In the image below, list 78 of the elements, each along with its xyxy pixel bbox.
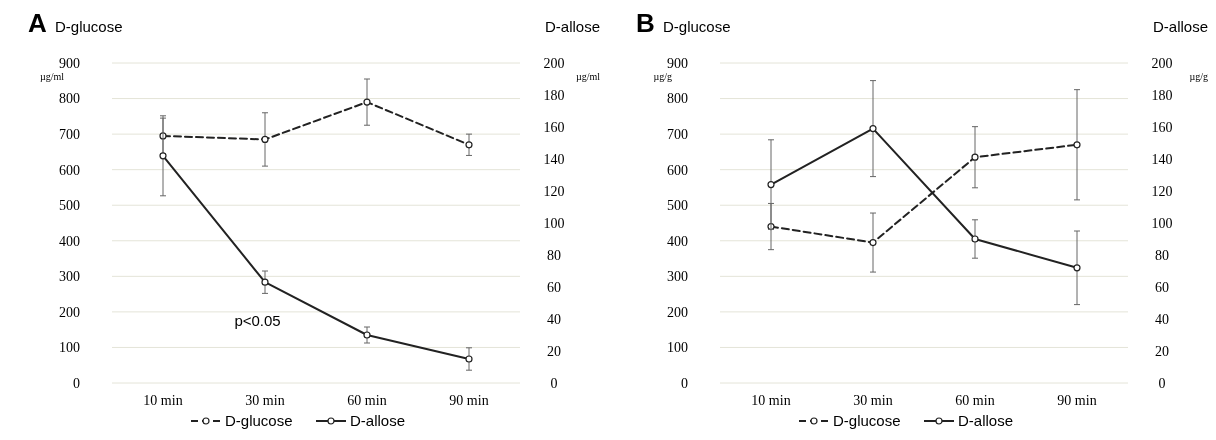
y2-tick-label: 80	[547, 247, 561, 263]
y-tick-label: 200	[667, 304, 688, 320]
y-tick-label: 0	[681, 375, 688, 391]
y2-tick-label: 180	[1151, 87, 1173, 103]
x-tick-label: 10 min	[751, 393, 791, 408]
point	[261, 135, 269, 144]
x-tick-label: 10 min	[143, 393, 183, 408]
point	[363, 98, 371, 106]
y2-tick-label: 40	[547, 311, 561, 327]
y2-tick-label: 140	[543, 151, 565, 167]
point	[1073, 264, 1081, 272]
text: µg/g	[1189, 71, 1208, 82]
y-tick-label: 100	[59, 340, 80, 356]
y-tick-label: 100	[667, 340, 688, 356]
y2-tick-label: 120	[543, 183, 565, 199]
chart-title: A	[28, 8, 47, 38]
y2-tick-label: 180	[543, 87, 565, 103]
y-tick-label: 700	[59, 127, 80, 143]
y-tick-label: 900	[667, 55, 688, 71]
legend-label: D-allose	[958, 412, 1014, 429]
y2-tick-label: 120	[1151, 183, 1173, 199]
point	[971, 153, 979, 161]
text: µg/ml	[575, 71, 601, 82]
x-tick-label: 60 min	[347, 393, 387, 408]
y-tick-label: 600	[59, 162, 80, 178]
point	[971, 235, 979, 243]
point	[363, 331, 371, 339]
y2-tick-label: 140	[1151, 151, 1173, 167]
y2-tick-label: 60	[547, 279, 561, 295]
text: µg/ml	[39, 71, 65, 82]
x-tick-label: 30 min	[853, 393, 893, 408]
y2-tick-label: 100	[543, 215, 565, 231]
y-tick-label: 300	[59, 269, 80, 285]
y2-axis-title: D-allose	[1152, 18, 1208, 35]
text: µg/g	[653, 71, 672, 82]
y-tick-label: 800	[667, 91, 688, 107]
y-tick-label: 400	[59, 233, 80, 249]
point	[261, 278, 269, 286]
y2-tick-label: 80	[1155, 247, 1169, 263]
annotation: p<0.05	[234, 312, 281, 330]
y2-tick-label: 20	[547, 343, 561, 359]
chart-title: B	[636, 8, 655, 38]
y-tick-label: 500	[59, 198, 80, 214]
point	[465, 355, 473, 363]
y-tick-label: 200	[59, 304, 80, 320]
point	[767, 181, 775, 189]
y2-tick-label: 160	[543, 119, 565, 135]
y2-tick-label: 40	[1155, 311, 1169, 327]
point	[1073, 141, 1081, 149]
y-tick-label: 0	[73, 375, 80, 391]
point	[465, 141, 473, 149]
x-tick-label: 90 min	[1057, 393, 1097, 408]
y2-tick-label: 0	[550, 375, 558, 391]
legend-label: D-glucose	[225, 412, 293, 429]
y2-tick-label: 0	[1158, 375, 1166, 391]
legend-label: D-glucose	[833, 412, 901, 429]
x-tick-label: 60 min	[955, 393, 995, 408]
y2-tick-label: 200	[543, 55, 565, 71]
y-tick-label: 300	[667, 269, 688, 285]
legend-label: D-allose	[350, 412, 406, 429]
x-tick-label: 30 min	[245, 393, 285, 408]
y2-tick-label: 160	[1151, 119, 1173, 135]
y-tick-label: 400	[667, 233, 688, 249]
point	[869, 125, 877, 133]
y-tick-label: 700	[667, 127, 688, 143]
y-axis-title: D-glucose	[55, 18, 123, 35]
x-tick-label: 90 min	[449, 393, 489, 408]
y2-tick-label: 100	[1151, 215, 1173, 231]
y-axis-title: D-glucose	[663, 18, 731, 35]
y-tick-label: 900	[59, 55, 80, 71]
y-tick-label: 500	[667, 198, 688, 214]
y2-axis-title: D-allose	[544, 18, 600, 35]
y-tick-label: 800	[59, 91, 80, 107]
point	[869, 238, 877, 247]
y2-tick-label: 20	[1155, 343, 1169, 359]
y2-tick-label: 60	[1155, 279, 1169, 295]
y-tick-label: 600	[667, 162, 688, 178]
y2-tick-label: 200	[1151, 55, 1173, 71]
